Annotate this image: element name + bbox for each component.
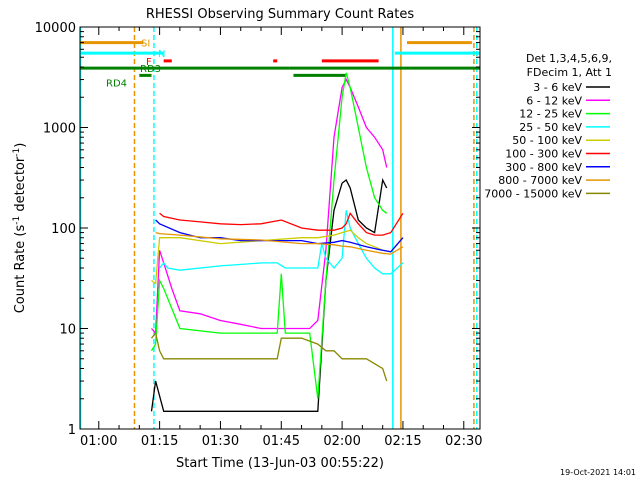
- x-tick-label: 02:30: [445, 434, 482, 449]
- plot-frame: [79, 26, 481, 430]
- chart-title: RHESSI Observing Summary Count Rates: [146, 7, 415, 22]
- x-tick-label: 01:15: [141, 434, 178, 449]
- x-tick-label: 01:45: [263, 434, 300, 449]
- y-tick-label: 10000: [35, 21, 76, 36]
- legend-entry-label-6: 300 - 800 keV: [505, 161, 582, 174]
- legend-header-0: Det 1,3,4,5,6,9,: [526, 52, 612, 65]
- series-line-1: [151, 78, 388, 335]
- footer-timestamp: 19-Oct-2021 14:01: [560, 468, 636, 477]
- legend-entry-label-1: 6 - 12 keV: [526, 94, 582, 107]
- flag-label-si: SI: [141, 39, 150, 50]
- series-line-2: [150, 72, 388, 399]
- series-line-8: [150, 331, 388, 382]
- y-tick-label: 100: [51, 222, 76, 237]
- y-axis-label: Count Rate (s-1 detector-1): [12, 143, 28, 314]
- flag-label-rd4: RD4: [106, 78, 127, 89]
- legend-entry-label-8: 7000 - 15000 keV: [484, 187, 582, 200]
- legend-header-1: FDecim 1, Att 1: [527, 66, 612, 79]
- flag-label-n: N: [158, 49, 165, 60]
- x-tick-label: 01:00: [80, 434, 117, 449]
- y-tick-label: 1000: [43, 122, 76, 137]
- legend-entry-label-2: 12 - 25 keV: [519, 108, 582, 121]
- legend-entry-label-5: 100 - 300 keV: [505, 148, 582, 161]
- x-axis-label: Start Time (13-Jun-03 00:55:22): [176, 456, 384, 471]
- legend-entry-label-3: 25 - 50 keV: [519, 121, 582, 134]
- legend-entry-label-0: 3 - 6 keV: [533, 81, 582, 94]
- legend-entry-label-7: 800 - 7000 keV: [498, 174, 582, 187]
- series-line-4: [151, 229, 404, 285]
- series-line-5: [159, 211, 404, 236]
- flag-label-f: F: [146, 57, 152, 68]
- legend-entry-label-4: 50 - 100 keV: [512, 134, 582, 147]
- x-tick-label: 01:30: [202, 434, 239, 449]
- legend: Det 1,3,4,5,6,9,FDecim 1, Att 1 3 - 6 keV…: [484, 52, 612, 200]
- flag-label-rd3: RD3: [140, 64, 161, 75]
- series-line-7: [155, 231, 404, 255]
- y-tick-label: 1: [68, 423, 76, 438]
- x-tick-label: 02:00: [323, 434, 360, 449]
- x-tick-label: 02:15: [384, 434, 421, 449]
- y-tick-label: 10: [59, 323, 76, 338]
